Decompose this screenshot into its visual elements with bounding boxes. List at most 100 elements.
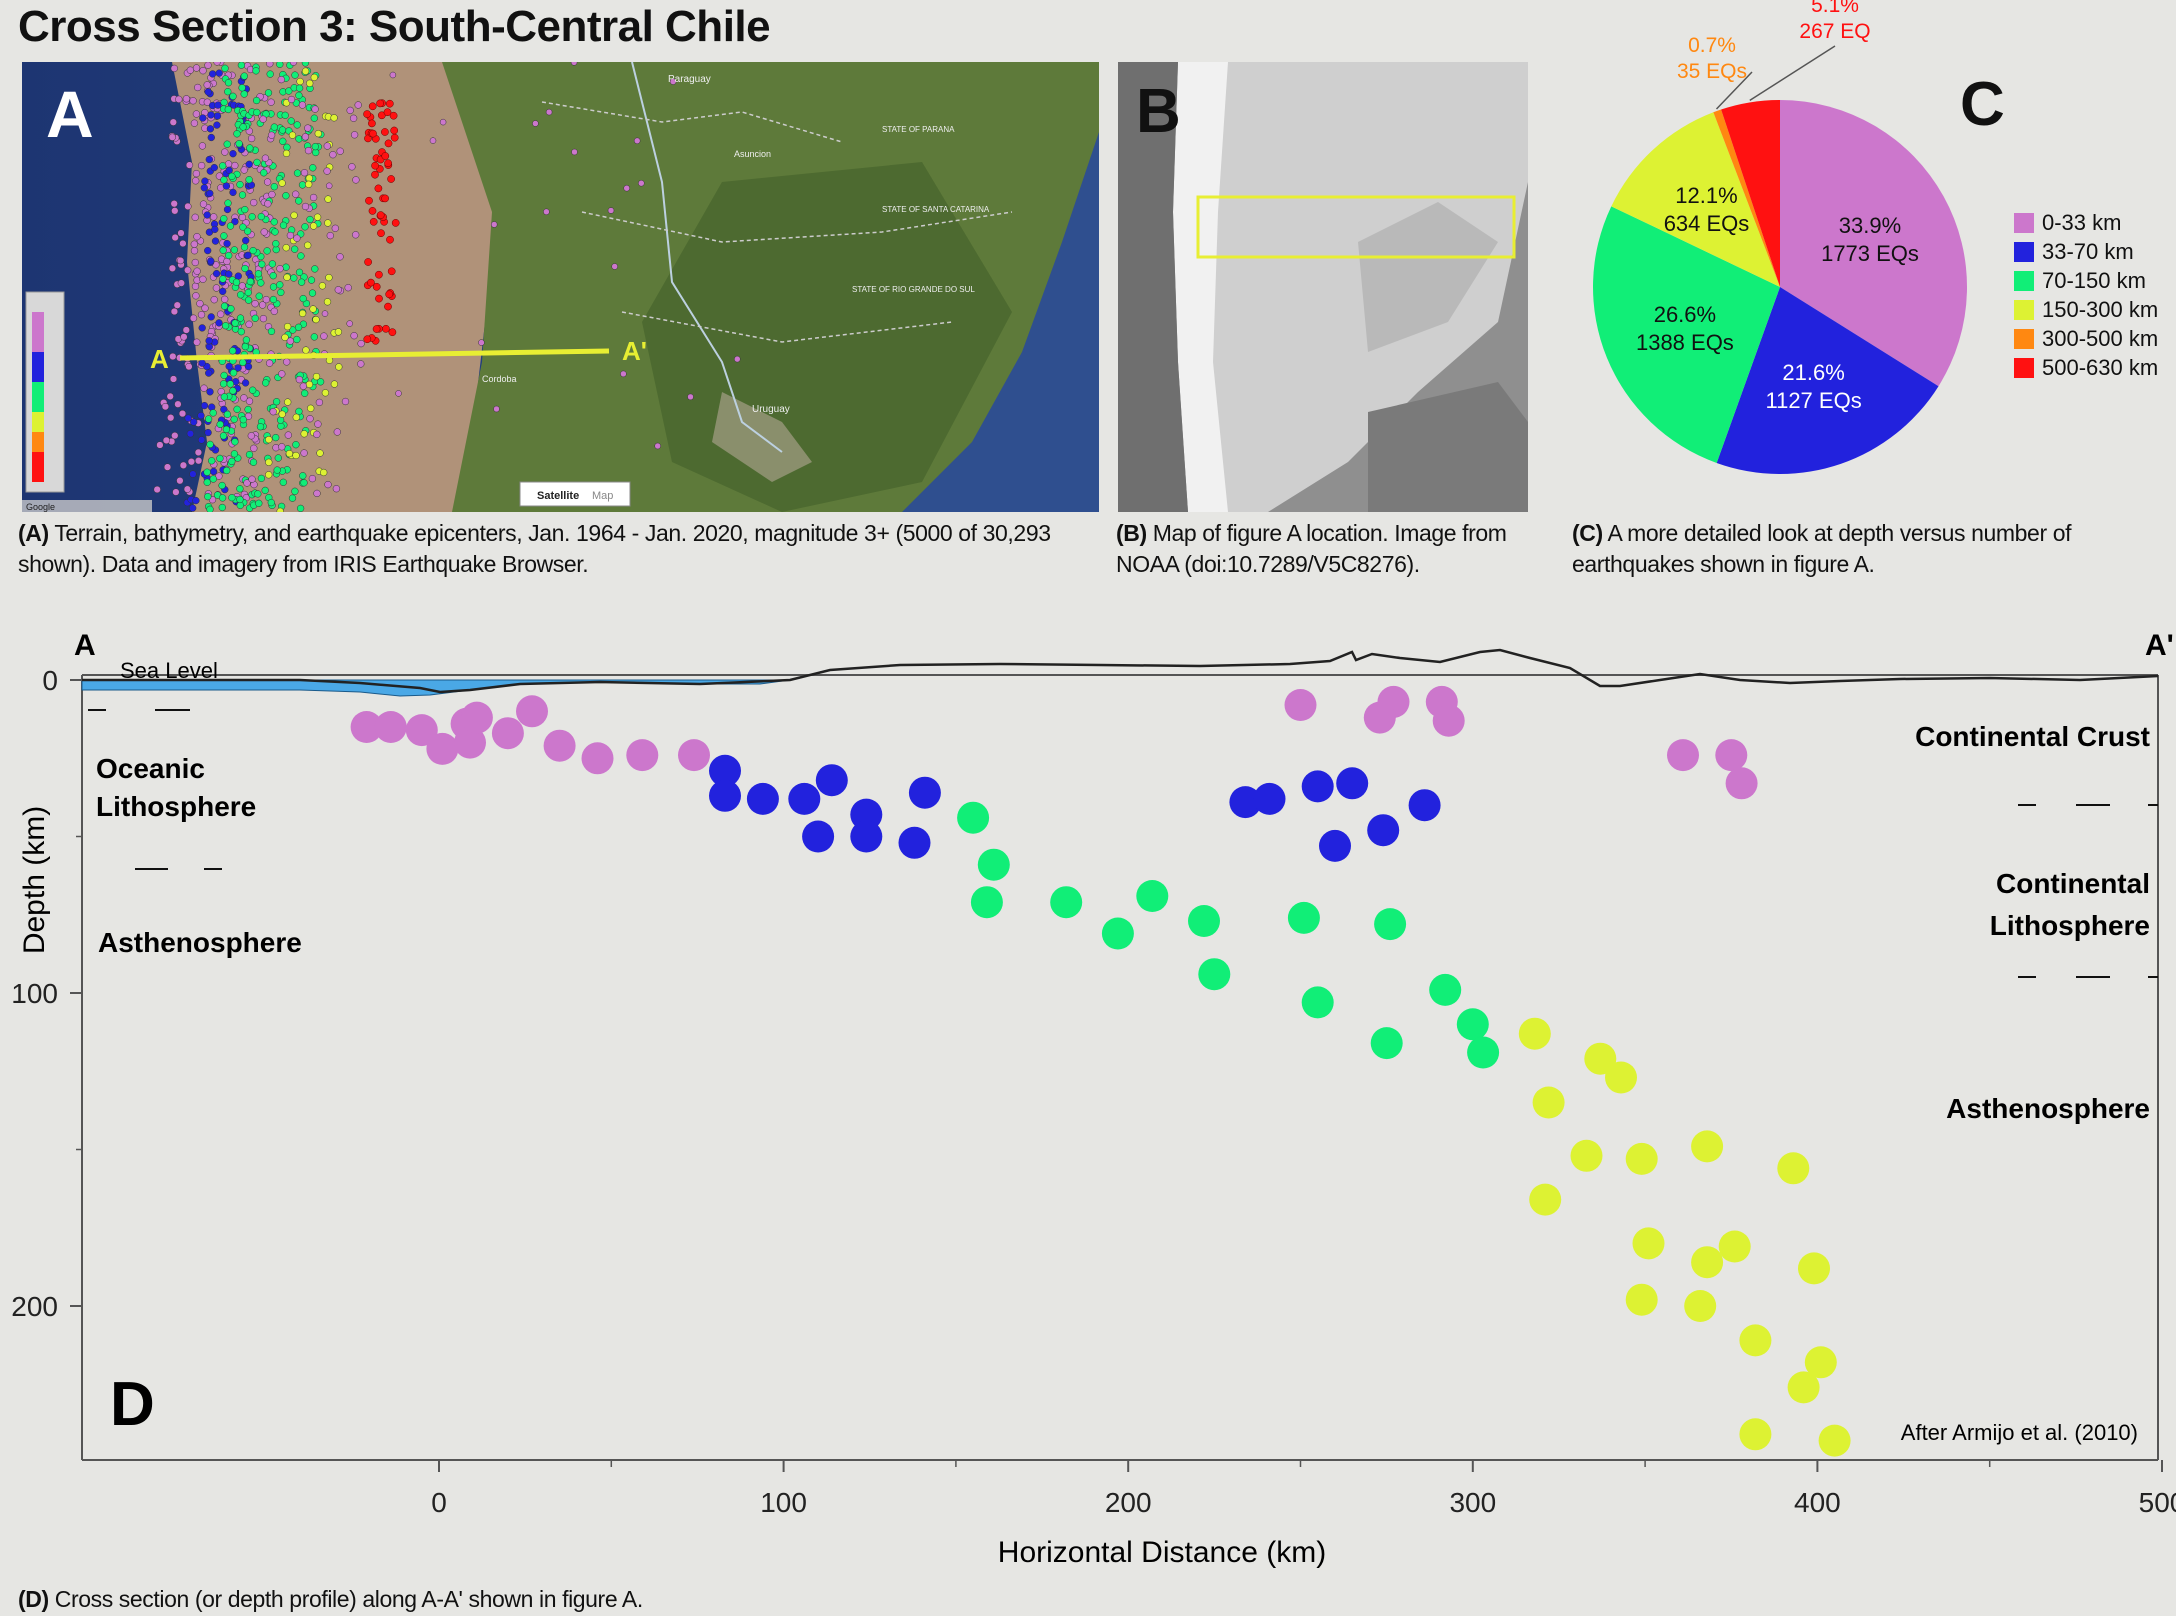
epicenter-dot [250, 444, 258, 452]
epicenter-dot [230, 415, 238, 423]
zone-oceanic-2: Lithosphere [96, 791, 256, 822]
pie-count-label: 1388 EQs [1636, 330, 1734, 355]
epicenter-dot [295, 268, 304, 276]
epicenter-dot [282, 192, 290, 200]
epicenter-dot [266, 62, 274, 68]
epicenter-dot [304, 124, 312, 132]
epicenter-dot [258, 260, 266, 268]
epicenter-dot [203, 81, 211, 89]
epicenter-dot [254, 270, 263, 278]
legend-swatch [2014, 271, 2034, 291]
epicenter-dot [289, 62, 298, 66]
epicenter-dot [321, 310, 329, 317]
legend-label: 300-500 km [2042, 326, 2158, 351]
epicenter-dot [200, 384, 208, 392]
epicenter-dot [198, 142, 207, 150]
epicenter-dot [212, 284, 221, 292]
epicenter-dot [246, 144, 254, 152]
map-label-uruguay: Uruguay [752, 404, 790, 415]
epicenter-dot [278, 410, 286, 418]
epicenter-dot [245, 320, 253, 328]
epicenter-dot [620, 370, 627, 378]
epicenter-dot [306, 415, 314, 423]
epicenter-dot [248, 213, 256, 221]
epicenter-dot-deep [387, 267, 396, 276]
epicenter-dot [197, 311, 206, 319]
epicenter-dot [281, 333, 289, 342]
epicenter-dot [305, 174, 313, 182]
epicenter-dot [320, 332, 328, 340]
epicenter-dot [240, 166, 248, 174]
epicenter-dot [208, 457, 216, 465]
epicenter-dot [170, 64, 178, 73]
pie-count-label: 1127 EQs [1765, 388, 1861, 413]
epicenter-dot [240, 394, 248, 402]
earthquake-point-150-300 [1684, 1290, 1717, 1322]
epicenter-dot [191, 282, 200, 290]
epicenter-dot [238, 84, 246, 92]
earthquake-point-150-300 [1818, 1424, 1851, 1457]
epicenter-dot [166, 392, 174, 401]
epicenter-dot [216, 420, 224, 429]
epicenter-dot [252, 96, 261, 105]
pie-percent-label: 26.6% [1654, 302, 1716, 327]
epicenter-dot [226, 380, 234, 388]
map-a[interactable]: Google A A' Paraguay Asuncion STATE OF P… [22, 62, 1099, 512]
epicenter-dot [308, 289, 317, 297]
epicenter-dot [300, 449, 308, 457]
epicenter-dot [219, 275, 227, 283]
y-tick-label: 200 [11, 1291, 58, 1322]
epicenter-dot [192, 169, 201, 178]
epicenter-dot [197, 411, 205, 420]
epicenter-dot [297, 278, 306, 286]
epicenter-dot [262, 295, 270, 304]
epicenter-dot [288, 494, 297, 502]
epicenter-dot [734, 355, 741, 363]
earthquake-point-70-150 [1374, 908, 1407, 941]
epicenter-dot [545, 108, 553, 116]
epicenter-dot [244, 227, 252, 235]
earthquake-point-70-150 [957, 801, 990, 834]
pie-slices [1593, 100, 1968, 474]
epicenter-dot [187, 458, 196, 466]
toggle-satellite[interactable]: Satellite [537, 490, 579, 502]
epicenter-dot [198, 359, 206, 367]
epicenter-dot [332, 485, 341, 493]
pie-labels: 33.9% 1773 EQs 21.6% 1127 EQs 26.6% 1388 EQs 1… [1636, 0, 1919, 413]
epicenter-dot [310, 73, 318, 82]
earthquake-point-150-300 [1804, 1346, 1837, 1379]
epicenter-dot [176, 256, 185, 265]
epicenter-dot [235, 140, 243, 148]
epicenter-dot [302, 346, 310, 354]
earthquake-point-150-300 [1777, 1152, 1810, 1185]
earthquake-point-150-300 [1605, 1061, 1637, 1094]
epicenter-dot [242, 236, 250, 245]
epicenter-dot [220, 98, 228, 107]
epicenter-dot [199, 67, 207, 75]
zone-continental-crust: Continental Crust [1915, 721, 2150, 752]
epicenter-dot [335, 363, 343, 371]
epicenter-dot [287, 117, 295, 125]
epicenter-dot [276, 62, 284, 68]
epicenter-dot [220, 393, 228, 401]
epicenter-dot [278, 126, 287, 134]
epicenter-dot [204, 246, 212, 255]
epicenter-dot [274, 454, 282, 462]
epicenter-dot [242, 336, 251, 344]
epicenter-dot [230, 450, 239, 458]
legend-label: 70-150 km [2042, 268, 2146, 293]
epicenter-dot [223, 466, 231, 475]
epicenter-dot [543, 208, 550, 216]
epicenter-dot [276, 265, 284, 273]
earthquake-point-70-150 [1429, 973, 1462, 1006]
toggle-map[interactable]: Map [592, 490, 613, 502]
credit-armijo: After Armijo et al. (2010) [1901, 1420, 2138, 1445]
epicenter-dot [292, 413, 300, 421]
earthquake-point-150-300 [1570, 1139, 1603, 1172]
map-toggle[interactable] [519, 481, 631, 507]
epicenter-dot [232, 278, 241, 286]
epicenter-dot [246, 277, 254, 286]
epicenter-dot-deep [363, 335, 372, 344]
cross-section-chart: 0 100 200 300 400 500 0 100 200 A A' Sea Level O… [11, 629, 2176, 1569]
epicenter-dot [248, 475, 256, 483]
